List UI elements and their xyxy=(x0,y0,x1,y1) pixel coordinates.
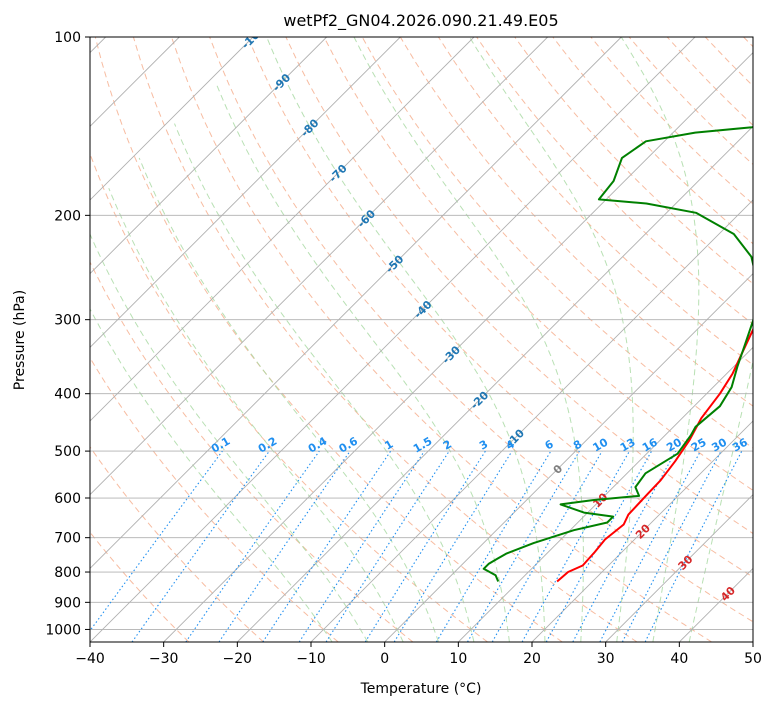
y-tick-label: 300 xyxy=(54,313,81,329)
mixing-ratio-line xyxy=(572,450,677,642)
dry-adiabat-line xyxy=(132,37,638,642)
isotherm-line xyxy=(90,37,254,201)
y-tick-label: 200 xyxy=(54,208,81,224)
x-tick-label: 30 xyxy=(597,651,615,667)
moist-adiabat-line xyxy=(108,188,404,642)
dry-adiabat-line xyxy=(285,37,753,535)
dry-adiabat-line xyxy=(90,446,264,642)
plot-area xyxy=(90,37,753,642)
mixing-ratio-line xyxy=(644,450,743,642)
mixing-ratio-line xyxy=(262,450,392,642)
x-tick-label: 20 xyxy=(523,651,541,667)
sounding-profiles xyxy=(482,126,753,583)
isotherm-line xyxy=(531,420,753,642)
isotherm-line xyxy=(605,494,753,642)
dry-adiabat-line xyxy=(209,37,753,623)
mixing-ratio-line xyxy=(521,450,630,642)
y-axis-ticks: 100 200 300 400 500 600 700 800 900 1000 xyxy=(45,30,90,638)
y-tick-label: 600 xyxy=(54,491,81,507)
y-tick-label: 800 xyxy=(54,565,81,581)
moist-adiabat-line xyxy=(688,358,753,642)
mixing-ratio-line xyxy=(131,450,270,642)
x-tick-label: −20 xyxy=(223,651,253,667)
x-tick-label: 10 xyxy=(449,651,467,667)
temperature-profile-line xyxy=(556,327,753,583)
isotherm-line xyxy=(90,37,327,275)
mixing-ratio-line xyxy=(325,450,450,642)
dry-adiabat-line xyxy=(247,37,753,578)
dry-adiabat-line xyxy=(514,37,753,285)
isotherm-line xyxy=(90,37,548,496)
dry-adiabat-line xyxy=(90,356,339,642)
x-tick-label: −40 xyxy=(75,651,105,667)
moist-adiabat-line xyxy=(90,232,369,642)
y-tick-label: 400 xyxy=(54,387,81,403)
dry-adiabats xyxy=(90,37,753,642)
mixing-ratio-line xyxy=(393,450,513,642)
y-tick-label: 500 xyxy=(54,444,81,460)
moist-adiabat-line xyxy=(353,37,584,642)
moist-adiabat-line xyxy=(215,83,510,642)
dry-adiabat-line xyxy=(90,260,414,642)
isotherm-line xyxy=(90,37,696,642)
plot-frame xyxy=(89,36,754,643)
mixing-ratio-line xyxy=(298,450,425,642)
moist-adiabat-line xyxy=(90,308,333,642)
mixing-ratio-line xyxy=(185,450,320,642)
mixing-ratio-line xyxy=(90,450,223,632)
y-tick-label: 900 xyxy=(54,595,81,611)
x-axis-ticks: −40 −30 −20 −10 0 10 20 30 40 50 xyxy=(75,642,762,667)
y-tick-label: 100 xyxy=(54,30,81,46)
isotherm-line xyxy=(237,125,753,642)
mixing-ratio-line xyxy=(218,450,351,642)
x-tick-label: 50 xyxy=(744,651,762,667)
x-tick-label: −30 xyxy=(149,651,179,667)
isotherm-line xyxy=(90,37,475,422)
moist-adiabat-line xyxy=(174,123,475,642)
chart-title: wetPf2_GN04.2026.090.21.49.E05 xyxy=(283,11,558,31)
y-tick-label: 700 xyxy=(54,531,81,547)
dry-adiabat-line xyxy=(171,37,712,642)
x-axis-label: Temperature (°C) xyxy=(360,681,482,697)
dry-adiabat-line xyxy=(476,37,753,325)
y-axis-label: Pressure (hPa) xyxy=(12,290,28,390)
mixing-ratio-lines xyxy=(90,450,743,642)
isotherm-line xyxy=(310,199,753,642)
moist-adiabat-line xyxy=(620,37,700,642)
x-tick-label: 0 xyxy=(380,651,389,667)
mixing-ratio-line xyxy=(545,450,653,642)
isotherm-line xyxy=(458,346,753,642)
pressure-gridlines xyxy=(90,37,753,630)
x-tick-label: 40 xyxy=(670,651,688,667)
isotherm-line xyxy=(90,37,401,348)
dry-adiabat-line xyxy=(94,37,563,642)
dewpoint-profile-line xyxy=(482,126,753,582)
moist-adiabats xyxy=(90,37,753,642)
dry-adiabat-line xyxy=(323,37,753,491)
x-tick-label: −10 xyxy=(296,651,326,667)
skewed-isotherms xyxy=(90,37,753,642)
isotherm-line xyxy=(384,273,753,642)
moist-adiabat-line xyxy=(138,157,439,642)
moist-adiabat-line xyxy=(469,37,634,642)
y-tick-label: 1000 xyxy=(45,622,81,638)
moist-adiabat-line xyxy=(266,37,546,642)
isotherm-line xyxy=(90,37,622,569)
